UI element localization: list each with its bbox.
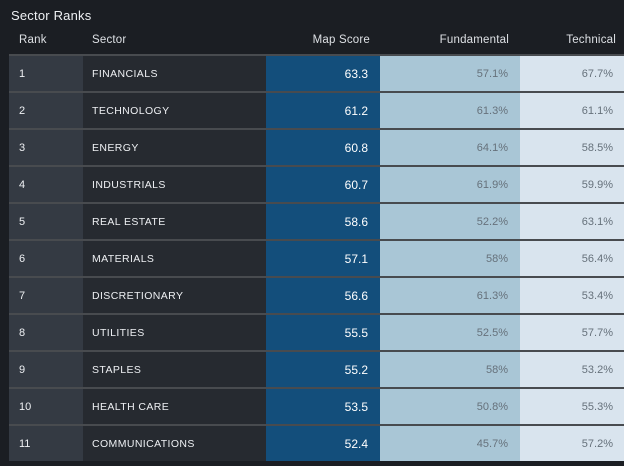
technical-cell: 53.2% xyxy=(520,352,624,387)
technical-cell: 63.1% xyxy=(520,204,624,239)
map-score-cell: 55.2 xyxy=(266,352,380,387)
sector-cell: STAPLES xyxy=(83,352,266,387)
sector-cell: FINANCIALS xyxy=(83,56,266,91)
row-left-margin xyxy=(0,352,9,387)
map-score-cell: 61.2 xyxy=(266,93,380,128)
map-score-cell: 55.5 xyxy=(266,315,380,350)
rank-cell: 10 xyxy=(9,389,83,424)
sector-cell: MATERIALS xyxy=(83,241,266,276)
fundamental-cell: 57.1% xyxy=(380,56,520,91)
fundamental-cell: 64.1% xyxy=(380,130,520,165)
table-row: 11 COMMUNICATIONS 52.4 45.7% 57.2% xyxy=(0,424,624,461)
table-row: 2 TECHNOLOGY 61.2 61.3% 61.1% xyxy=(0,91,624,128)
technical-cell: 67.7% xyxy=(520,56,624,91)
map-score-cell: 60.8 xyxy=(266,130,380,165)
page-title: Sector Ranks xyxy=(11,8,92,23)
rank-cell: 7 xyxy=(9,278,83,313)
technical-cell: 56.4% xyxy=(520,241,624,276)
table-row: 4 INDUSTRIALS 60.7 61.9% 59.9% xyxy=(0,165,624,202)
sector-cell: DISCRETIONARY xyxy=(83,278,266,313)
row-left-margin xyxy=(0,315,9,350)
fundamental-cell: 52.5% xyxy=(380,315,520,350)
column-header-rank: Rank xyxy=(19,33,47,46)
rank-cell: 11 xyxy=(9,426,83,461)
map-score-cell: 60.7 xyxy=(266,167,380,202)
technical-cell: 61.1% xyxy=(520,93,624,128)
technical-cell: 57.2% xyxy=(520,426,624,461)
row-left-margin xyxy=(0,93,9,128)
table-row: 3 ENERGY 60.8 64.1% 58.5% xyxy=(0,128,624,165)
column-header-technical: Technical xyxy=(566,33,616,46)
fundamental-cell: 61.3% xyxy=(380,278,520,313)
table-row: 6 MATERIALS 57.1 58% 56.4% xyxy=(0,239,624,276)
map-score-cell: 53.5 xyxy=(266,389,380,424)
fundamental-cell: 58% xyxy=(380,241,520,276)
map-score-cell: 58.6 xyxy=(266,204,380,239)
table-row: 7 DISCRETIONARY 56.6 61.3% 53.4% xyxy=(0,276,624,313)
table-header-row: Rank Sector Map Score Fundamental Techni… xyxy=(0,25,624,54)
row-left-margin xyxy=(0,278,9,313)
sector-cell: UTILITIES xyxy=(83,315,266,350)
column-header-fundamental: Fundamental xyxy=(439,33,509,46)
technical-cell: 59.9% xyxy=(520,167,624,202)
column-header-map-score: Map Score xyxy=(312,33,370,46)
fundamental-cell: 58% xyxy=(380,352,520,387)
row-left-margin xyxy=(0,56,9,91)
sector-cell: TECHNOLOGY xyxy=(83,93,266,128)
sector-cell: HEALTH CARE xyxy=(83,389,266,424)
rank-cell: 1 xyxy=(9,56,83,91)
table-body: 1 FINANCIALS 63.3 57.1% 67.7% 2 TECHNOLO… xyxy=(0,54,624,461)
table-row: 10 HEALTH CARE 53.5 50.8% 55.3% xyxy=(0,387,624,424)
rank-cell: 3 xyxy=(9,130,83,165)
fundamental-cell: 61.3% xyxy=(380,93,520,128)
technical-cell: 55.3% xyxy=(520,389,624,424)
technical-cell: 58.5% xyxy=(520,130,624,165)
sector-cell: COMMUNICATIONS xyxy=(83,426,266,461)
sector-cell: REAL ESTATE xyxy=(83,204,266,239)
rank-cell: 6 xyxy=(9,241,83,276)
technical-cell: 57.7% xyxy=(520,315,624,350)
map-score-cell: 52.4 xyxy=(266,426,380,461)
table-row: 1 FINANCIALS 63.3 57.1% 67.7% xyxy=(0,54,624,91)
table-row: 8 UTILITIES 55.5 52.5% 57.7% xyxy=(0,313,624,350)
rank-cell: 5 xyxy=(9,204,83,239)
fundamental-cell: 45.7% xyxy=(380,426,520,461)
rank-cell: 9 xyxy=(9,352,83,387)
map-score-cell: 63.3 xyxy=(266,56,380,91)
row-left-margin xyxy=(0,130,9,165)
fundamental-cell: 61.9% xyxy=(380,167,520,202)
fundamental-cell: 50.8% xyxy=(380,389,520,424)
column-header-sector: Sector xyxy=(92,33,127,46)
rank-cell: 2 xyxy=(9,93,83,128)
map-score-cell: 56.6 xyxy=(266,278,380,313)
row-left-margin xyxy=(0,241,9,276)
row-left-margin xyxy=(0,204,9,239)
header-spacer xyxy=(0,25,9,54)
sector-cell: INDUSTRIALS xyxy=(83,167,266,202)
row-left-margin xyxy=(0,167,9,202)
map-score-cell: 57.1 xyxy=(266,241,380,276)
row-left-margin xyxy=(0,389,9,424)
fundamental-cell: 52.2% xyxy=(380,204,520,239)
rank-cell: 8 xyxy=(9,315,83,350)
technical-cell: 53.4% xyxy=(520,278,624,313)
rank-cell: 4 xyxy=(9,167,83,202)
row-left-margin xyxy=(0,426,9,461)
table-row: 5 REAL ESTATE 58.6 52.2% 63.1% xyxy=(0,202,624,239)
sector-cell: ENERGY xyxy=(83,130,266,165)
table-row: 9 STAPLES 55.2 58% 53.2% xyxy=(0,350,624,387)
